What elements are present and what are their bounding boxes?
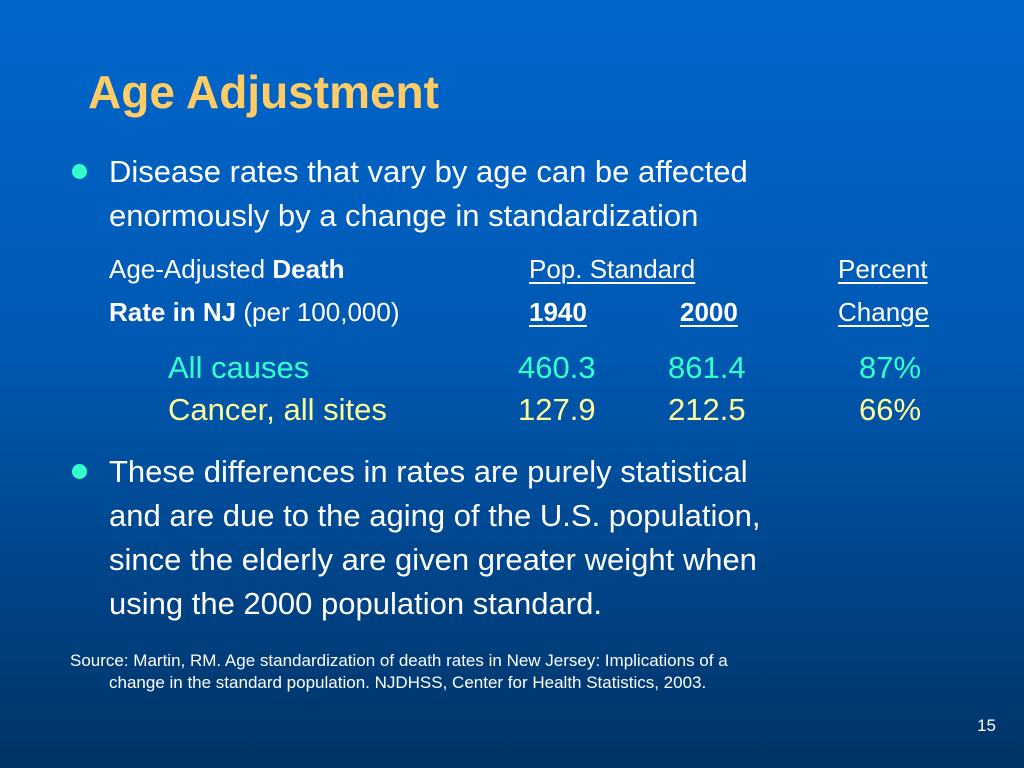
bullet-line: since the elderly are given greater weig… xyxy=(109,542,757,577)
bullet-line: Disease rates that vary by age can be af… xyxy=(109,154,748,189)
header-label-bold2: Rate in NJ xyxy=(109,297,237,327)
source-citation: Source: Martin, RM. Age standardization … xyxy=(70,650,960,694)
header-label-line1: Age-Adjusted Death xyxy=(109,249,345,289)
row-value-1940: 460.3 xyxy=(518,350,596,385)
page-number: 15 xyxy=(977,716,996,735)
bullet-line: using the 2000 population standard. xyxy=(109,586,602,621)
row-percent-change: 87% xyxy=(859,350,922,385)
slide-title: Age Adjustment xyxy=(88,66,439,118)
header-percent: Percent xyxy=(838,254,928,284)
bullet-dot-icon xyxy=(72,464,87,479)
bullet-text: Disease rates that vary by age can be af… xyxy=(109,150,748,238)
header-label-bold: Death xyxy=(272,254,345,284)
header-year-1940: 1940 xyxy=(529,297,587,327)
header-label-suffix: (per 100,000) xyxy=(236,297,400,327)
header-year-2000: 2000 xyxy=(680,297,738,327)
source-line: Source: Martin, RM. Age standardization … xyxy=(70,651,728,670)
header-label-prefix: Age-Adjusted xyxy=(109,254,273,284)
bullet-line: and are due to the aging of the U.S. pop… xyxy=(109,498,761,533)
row-label: All causes xyxy=(168,350,310,385)
row-value-2000: 212.5 xyxy=(668,392,746,427)
row-percent-change: 66% xyxy=(859,392,922,427)
bullet-dot-icon xyxy=(72,164,87,179)
bullet-line: These differences in rates are purely st… xyxy=(109,454,748,489)
source-line: change in the standard population. NJDHS… xyxy=(109,673,707,692)
header-label-line2: Rate in NJ (per 100,000) xyxy=(109,292,399,332)
bullet-line: enormously by a change in standardizatio… xyxy=(109,198,699,233)
bullet-text: These differences in rates are purely st… xyxy=(109,450,760,626)
row-value-2000: 861.4 xyxy=(668,350,746,385)
header-pop-standard: Pop. Standard xyxy=(529,254,696,284)
header-change: Change xyxy=(838,297,930,327)
row-value-1940: 127.9 xyxy=(518,392,596,427)
row-label: Cancer, all sites xyxy=(168,392,387,427)
